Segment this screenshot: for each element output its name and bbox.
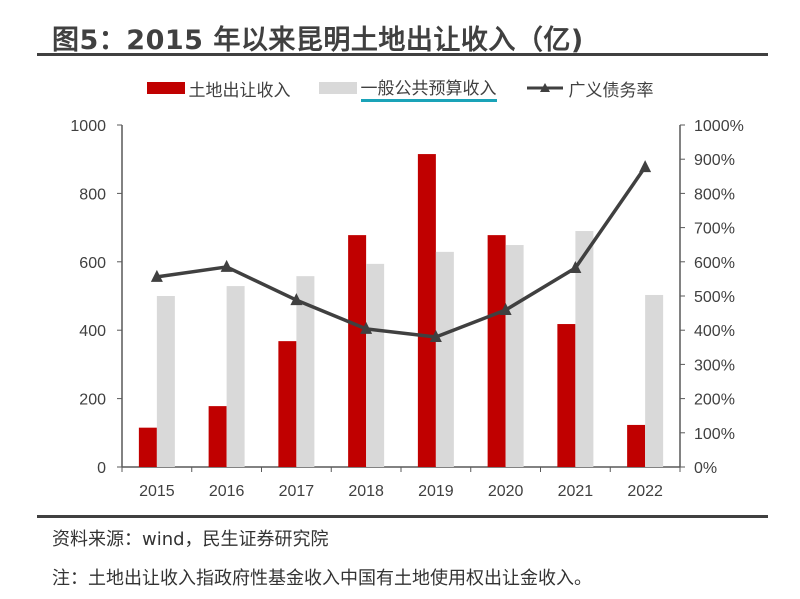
- legend-label-rate: 广义债务率: [568, 80, 654, 101]
- legend-label-land: 土地出让收入: [188, 80, 291, 101]
- right-tick-label: 300%: [694, 357, 735, 374]
- legend-swatch-land: [146, 82, 185, 94]
- point-debt-ratio: [220, 259, 233, 272]
- bar-land-income: [208, 406, 227, 467]
- bar-land-income: [278, 341, 297, 467]
- right-tick-label: 100%: [694, 426, 735, 443]
- left-tick-label: 200: [79, 392, 106, 409]
- bar-land-income: [487, 235, 506, 467]
- point-debt-ratio: [499, 303, 512, 316]
- legend-label-budget: 一般公共预算收入: [360, 74, 497, 102]
- point-debt-ratio: [569, 260, 582, 273]
- bar-budget-income: [435, 251, 454, 467]
- chart-area: 0 200 400 600 800 1000 0% 100% 200% 300% 400% 500% 6…: [70, 118, 744, 500]
- bar-budget-income: [296, 276, 315, 467]
- bar-land-income: [417, 154, 436, 467]
- right-tick-label: 0%: [694, 460, 717, 477]
- right-tick-label: 700%: [694, 221, 735, 238]
- legend-item-budget: 一般公共预算收入: [318, 74, 497, 102]
- point-debt-ratio: [360, 321, 373, 334]
- source-rule: [37, 515, 768, 518]
- footnote-text: 注：土地出让收入指政府性基金收入中国有土地使用权出让金收入。: [52, 568, 592, 589]
- right-tick-label: 200%: [694, 392, 735, 409]
- chart-title: 图5：2015 年以来昆明土地出让收入（亿): [52, 25, 584, 56]
- point-debt-ratio: [429, 330, 442, 343]
- x-tick-label: 2020: [488, 483, 524, 500]
- left-tick-label: 400: [79, 323, 106, 340]
- right-tick-label: 800%: [694, 186, 735, 203]
- bar-land-income: [138, 427, 157, 467]
- left-tick-label: 1000: [70, 118, 106, 135]
- bar-land-income: [627, 424, 646, 467]
- x-tick-label: 2017: [279, 483, 315, 500]
- bar-budget-income: [505, 245, 524, 467]
- bar-land-income: [348, 235, 367, 467]
- point-debt-ratio: [290, 293, 303, 306]
- source-text: 资料来源：wind，民生证券研究院: [52, 529, 329, 550]
- bar-budget-income: [575, 231, 594, 467]
- x-tick-label: 2019: [418, 483, 454, 500]
- left-tick-label: 600: [79, 255, 106, 272]
- legend: 土地出让收入 一般公共预算收入 广义债务率: [0, 74, 800, 102]
- bar-budget-income: [645, 294, 664, 467]
- x-tick-label: 2015: [139, 483, 175, 500]
- left-tick-label: 0: [97, 460, 106, 477]
- right-tick-label: 400%: [694, 323, 735, 340]
- bar-budget-income: [366, 263, 385, 467]
- right-tick-label: 900%: [694, 152, 735, 169]
- left-tick-label: 800: [79, 186, 106, 203]
- line-debt-ratio: [156, 166, 647, 339]
- legend-line-triangle-icon: [526, 83, 563, 92]
- bar-budget-income: [226, 286, 245, 467]
- right-tick-label: 500%: [694, 289, 735, 306]
- title-rule: [37, 53, 768, 56]
- x-tick-label: 2021: [558, 483, 594, 500]
- point-debt-ratio: [150, 269, 163, 282]
- x-tick-label: 2022: [627, 483, 663, 500]
- bar-land-income: [557, 324, 576, 467]
- x-tick-label: 2018: [348, 483, 384, 500]
- x-tick-label: 2016: [209, 483, 245, 500]
- bar-budget-income: [156, 296, 175, 467]
- point-debt-ratio: [639, 160, 652, 173]
- right-tick-label: 600%: [694, 255, 735, 272]
- legend-item-land: 土地出让收入: [146, 74, 291, 102]
- legend-swatch-budget: [318, 82, 357, 94]
- legend-item-rate: 广义债务率: [525, 74, 654, 102]
- right-tick-label: 1000%: [694, 118, 744, 135]
